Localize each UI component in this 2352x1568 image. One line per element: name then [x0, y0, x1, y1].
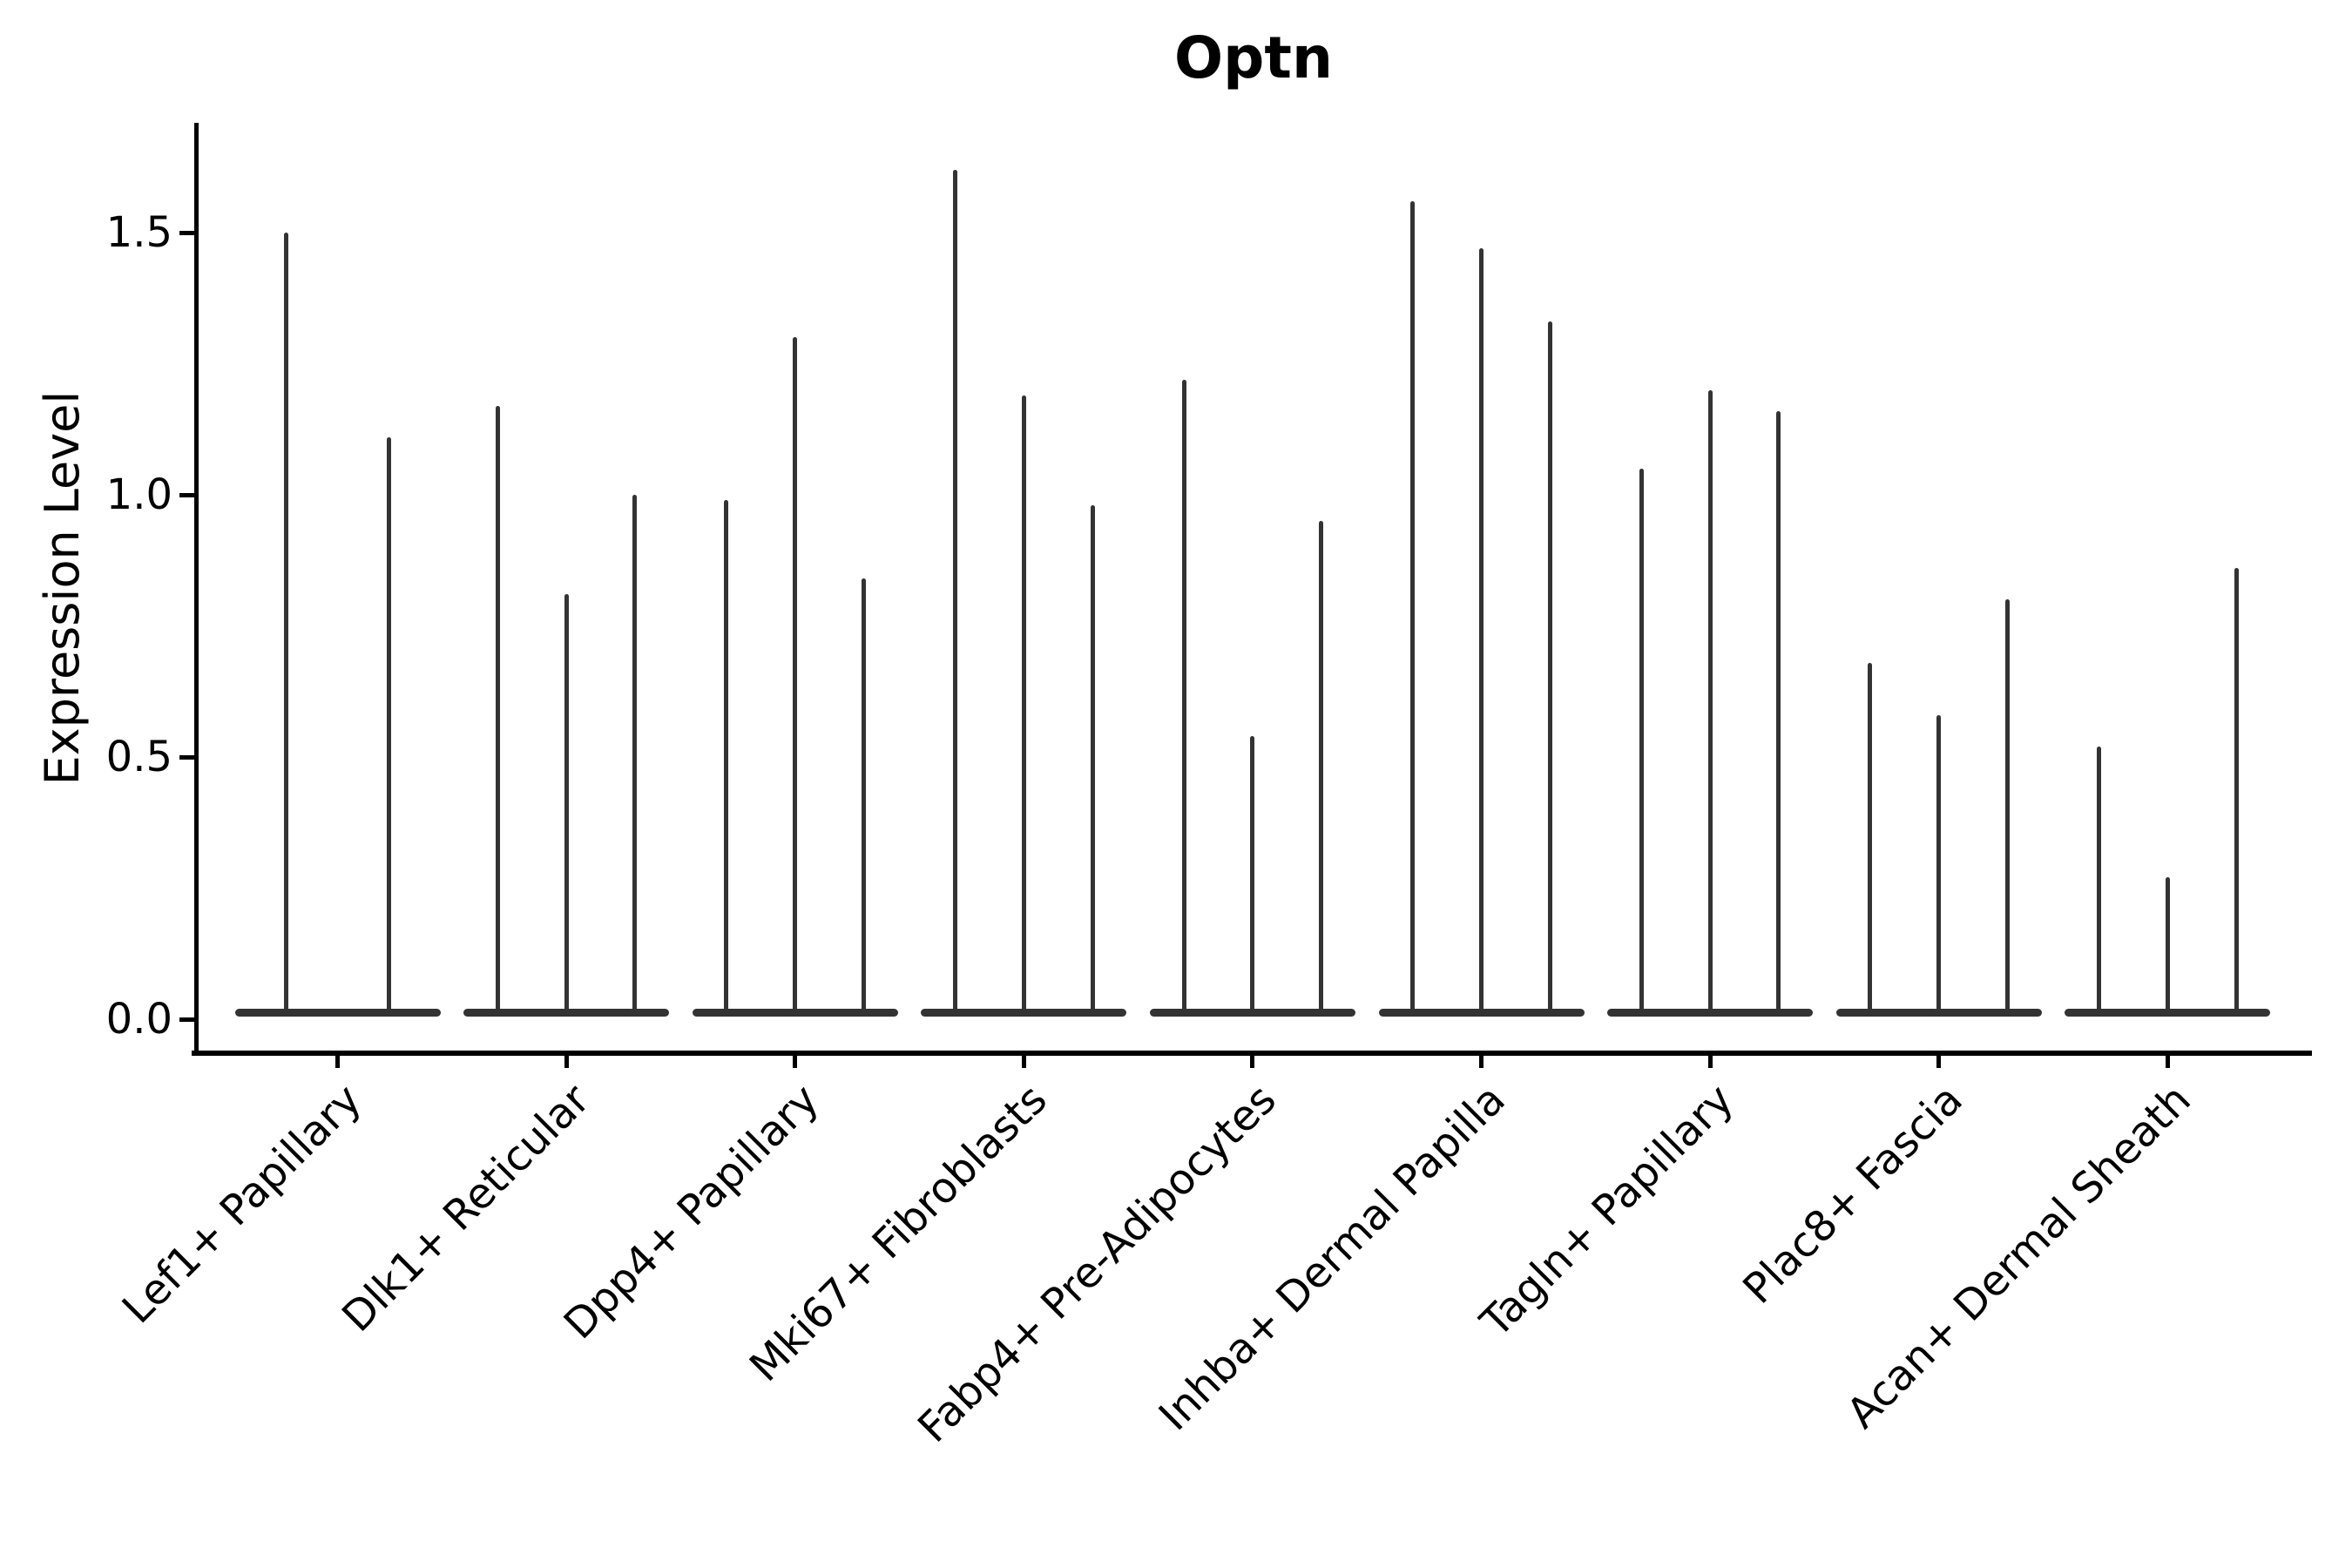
violin-spike	[862, 578, 866, 1016]
x-axis-spine	[192, 1051, 2312, 1056]
violin-spike	[1021, 395, 1026, 1016]
violin-spike	[1250, 735, 1255, 1016]
x-tick-mark	[793, 1056, 798, 1068]
violin-spike	[632, 495, 638, 1016]
violin-spike	[1479, 248, 1484, 1016]
violin-spike	[724, 500, 729, 1016]
x-tick-label-7: Tagln+ Papillary	[1471, 1075, 1743, 1347]
x-tick-label-9: Acan+ Dermal Sheath	[1837, 1075, 2201, 1438]
x-tick-mark	[335, 1056, 340, 1068]
x-tick-mark	[1707, 1056, 1713, 1068]
x-tick-label-2: Dlk1+ Reticular	[333, 1075, 599, 1342]
y-tick-label: 0.0	[105, 995, 172, 1044]
x-tick-label-3: Dpp4+ Papillary	[554, 1075, 828, 1349]
x-tick-mark	[2165, 1056, 2170, 1068]
violin-spike	[1181, 379, 1186, 1016]
violin-spike	[495, 405, 500, 1016]
violin-spike	[1410, 200, 1416, 1016]
violin-spike	[564, 594, 569, 1016]
violin-spike	[2234, 568, 2239, 1016]
violin-spike	[1936, 714, 1942, 1016]
x-tick-mark	[1936, 1056, 1942, 1068]
violin-spike	[1868, 662, 1873, 1016]
violin-spike	[793, 337, 798, 1016]
x-tick-label-4: Mki67+ Fibroblasts	[740, 1075, 1058, 1392]
y-tick-label: 1.5	[105, 208, 172, 257]
y-tick-mark	[179, 492, 195, 497]
violin-spike	[2005, 599, 2010, 1016]
violin-base	[234, 1009, 441, 1017]
x-tick-label-6: Inhba+ Dermal Papilla	[1149, 1075, 1515, 1441]
y-tick-mark	[179, 230, 195, 235]
x-tick-mark	[1479, 1056, 1484, 1068]
violin-spike	[953, 169, 957, 1016]
y-tick-label: 1.0	[105, 470, 172, 519]
y-tick-mark	[179, 1017, 195, 1022]
violin-spike	[1639, 468, 1644, 1016]
y-axis-spine	[194, 123, 199, 1056]
x-tick-mark	[1250, 1056, 1255, 1068]
y-axis-label: Expression Level	[35, 390, 90, 786]
chart-title: Optn	[1174, 24, 1333, 91]
x-tick-mark	[1021, 1056, 1026, 1068]
violin-spike	[1776, 410, 1781, 1016]
violin-spike	[1319, 521, 1324, 1016]
y-tick-label: 0.5	[105, 733, 172, 781]
x-tick-label-8: Plac8+ Fascia	[1733, 1075, 1972, 1314]
violin-spike	[1090, 505, 1095, 1016]
y-tick-mark	[179, 754, 195, 760]
violin-spike	[2165, 877, 2170, 1016]
violin-spike	[283, 233, 288, 1016]
x-tick-mark	[564, 1056, 569, 1068]
violin-spike	[1547, 321, 1552, 1016]
x-tick-label-5: Fabp4+ Pre-Adipocytes	[908, 1075, 1286, 1452]
violin-spike	[387, 436, 392, 1016]
violin-spike	[2097, 746, 2101, 1016]
violin-spike	[1707, 389, 1713, 1016]
